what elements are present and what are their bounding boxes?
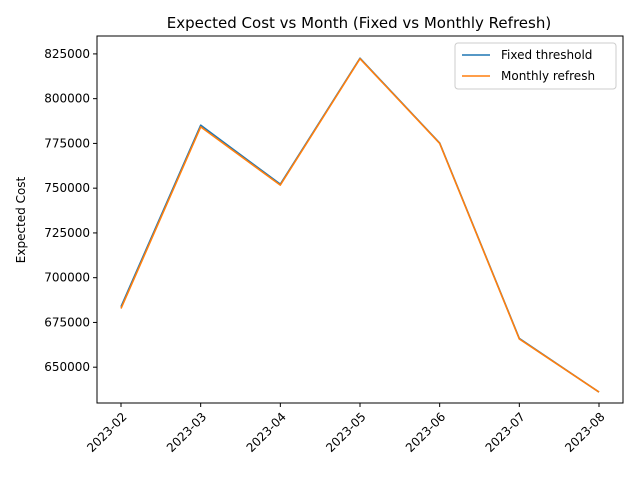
x-tick-label: 2023-07 (483, 410, 528, 455)
x-tick-label: 2023-04 (244, 410, 289, 455)
y-axis: 650000 675000 700000 725000 750000 775000 8000… (44, 47, 97, 374)
x-tick-label: 2023-06 (403, 410, 448, 455)
plot-area (96, 35, 624, 404)
y-tick-label: 650000 (44, 360, 90, 374)
legend-label-fixed-threshold: Fixed threshold (501, 48, 592, 62)
series-layer (120, 57, 600, 393)
x-axis: 2023-02 2023-03 2023-04 2023-05 2023-06 2023-… (84, 403, 608, 455)
x-tick-label: 2023-03 (164, 410, 209, 455)
y-tick-label: 725000 (44, 226, 90, 240)
x-tick-label: 2023-08 (562, 410, 607, 455)
y-tick-label: 775000 (44, 136, 90, 150)
legend: Fixed threshold Monthly refresh (454, 42, 617, 90)
y-tick-label: 800000 (44, 92, 90, 106)
y-tick-label: 675000 (44, 315, 90, 329)
y-tick-label: 750000 (44, 181, 90, 195)
y-axis-label: Expected Cost (14, 176, 28, 263)
y-tick-label: 700000 (44, 271, 90, 285)
chart-title: Expected Cost vs Month (Fixed vs Monthly… (167, 14, 551, 32)
legend-label-monthly-refresh: Monthly refresh (501, 69, 595, 83)
series-line-monthly-refresh (120, 57, 600, 393)
y-tick-label: 825000 (44, 47, 90, 61)
x-tick-label: 2023-05 (323, 410, 368, 455)
x-tick-label: 2023-02 (84, 410, 129, 455)
legend-box (454, 42, 617, 90)
